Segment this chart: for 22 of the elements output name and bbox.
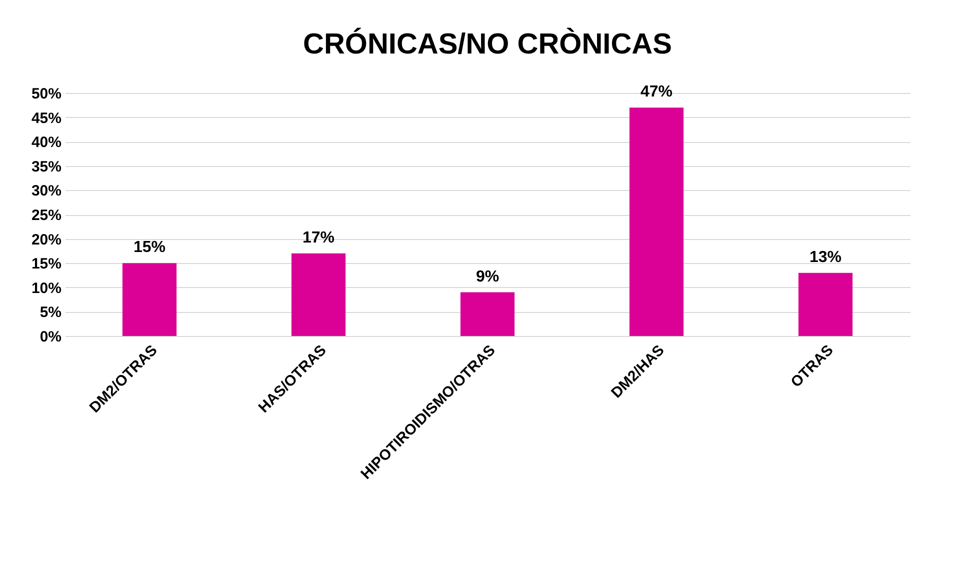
y-tick-label: 10% <box>31 280 62 297</box>
bar <box>122 263 177 336</box>
data-label: 15% <box>133 239 166 256</box>
y-tick-label: 30% <box>31 182 62 200</box>
y-tick-label: 15% <box>31 256 62 273</box>
bar <box>291 253 346 336</box>
y-tick-label: 45% <box>31 110 62 127</box>
data-label: 13% <box>809 248 842 266</box>
data-label: 17% <box>302 229 335 246</box>
bar <box>460 292 515 336</box>
bar <box>629 108 684 336</box>
data-label: 47% <box>640 84 673 101</box>
y-tick-label: 0% <box>40 328 62 346</box>
y-tick-label: 5% <box>40 304 62 322</box>
chart-title: CRÓNICAS/NO CRÒNICAS <box>303 28 672 61</box>
bar <box>798 272 853 336</box>
y-tick-label: 35% <box>31 158 62 176</box>
y-tick-label: 50% <box>31 86 62 102</box>
y-tick-label: 20% <box>31 231 62 248</box>
y-tick-label: 25% <box>31 207 62 224</box>
y-tick-label: 40% <box>31 134 62 152</box>
data-label: 9% <box>476 268 500 286</box>
